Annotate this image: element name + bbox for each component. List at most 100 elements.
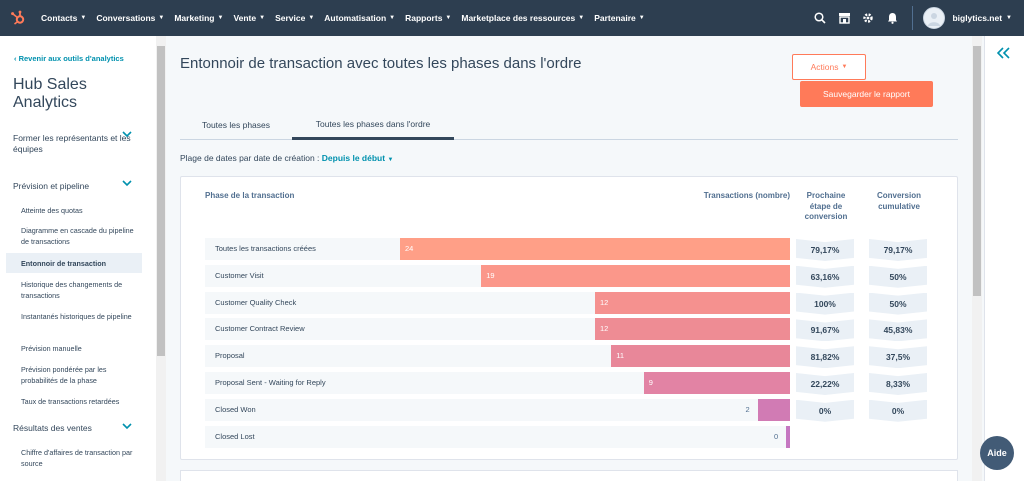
chevron-down-icon: ▼ bbox=[638, 15, 645, 21]
funnel-bar[interactable] bbox=[595, 291, 790, 314]
nav-item-0[interactable]: Contacts ▼ bbox=[36, 0, 91, 36]
caret-down-icon: ▼ bbox=[387, 157, 394, 163]
tab-all-stages[interactable]: Toutes les phases bbox=[201, 120, 271, 130]
sidebar-item[interactable]: Chiffre d'affaires de transaction par so… bbox=[21, 448, 133, 468]
sidebar: ‹ Revenir aux outils d'analytics Hub Sal… bbox=[0, 36, 166, 481]
funnel-bar-value: 9 bbox=[648, 378, 653, 387]
funnel-bar[interactable] bbox=[400, 238, 790, 260]
sidebar-item-active[interactable]: Entonnoir de transaction bbox=[21, 259, 107, 268]
active-item-highlight bbox=[6, 253, 142, 273]
tab-all-stages-in-order[interactable]: Toutes les phases dans l'ordre bbox=[292, 110, 454, 140]
funnel-stage-label: Proposal bbox=[215, 351, 245, 361]
funnel-bar[interactable] bbox=[611, 345, 790, 368]
search-icon[interactable] bbox=[808, 0, 832, 36]
chevron-down-icon: ▼ bbox=[158, 15, 165, 21]
sidebar-item[interactable]: Prévision manuelle bbox=[21, 344, 82, 353]
chevron-down-icon[interactable] bbox=[122, 179, 132, 190]
account-name: biglytics.net bbox=[952, 13, 1003, 23]
date-range-dropdown[interactable]: Depuis le début ▼ bbox=[322, 153, 394, 163]
next-conversion-rate: 91,67% bbox=[796, 319, 854, 342]
nav-item-label: Rapports bbox=[405, 13, 443, 23]
nav-item-5[interactable]: Automatisation ▼ bbox=[319, 0, 400, 36]
nav-divider bbox=[912, 6, 914, 30]
funnel-bar[interactable] bbox=[643, 372, 790, 394]
chevron-down-icon: ▼ bbox=[80, 15, 87, 21]
chevron-down-icon: ▼ bbox=[308, 15, 315, 21]
funnel-row: Customer Contract Review 12 bbox=[205, 318, 790, 341]
sidebar-item[interactable]: Prévision pondérée par les probabilités … bbox=[21, 365, 107, 385]
secondary-card bbox=[180, 470, 958, 481]
funnel-bar-value: 11 bbox=[616, 351, 625, 361]
nav-item-label: Partenaire bbox=[594, 13, 636, 23]
caret-down-icon: ▼ bbox=[841, 64, 848, 70]
next-conversion-rate: 63,16% bbox=[796, 265, 854, 288]
account-menu[interactable]: biglytics.net ▼ bbox=[952, 13, 1012, 23]
cumulative-conversion-rate: 50% bbox=[869, 292, 927, 315]
sidebar-group-results[interactable]: Résultats des ventes bbox=[13, 423, 133, 434]
funnel-row: Customer Visit 19 bbox=[205, 264, 790, 287]
help-button[interactable]: Aide bbox=[980, 436, 1014, 470]
report-tabs: Toutes les phases Toutes les phases dans… bbox=[180, 110, 958, 140]
nav-item-label: Automatisation bbox=[324, 13, 387, 23]
sidebar-scrollbar-thumb[interactable] bbox=[157, 46, 165, 356]
sidebar-item[interactable]: Instantanés historiques de pipeline bbox=[21, 312, 132, 321]
funnel-bar-value: 2 bbox=[745, 404, 750, 414]
funnel-chart-card: Phase de la transaction Transactions (no… bbox=[180, 176, 958, 460]
back-link-label: Revenir aux outils d'analytics bbox=[18, 54, 124, 63]
notifications-icon[interactable] bbox=[880, 0, 904, 36]
funnel-stage-label: Customer Quality Check bbox=[215, 297, 297, 307]
funnel-bar-value: 19 bbox=[486, 270, 495, 280]
funnel-stage-label: Toutes les transactions créées bbox=[215, 244, 316, 253]
nav-item-4[interactable]: Service ▼ bbox=[270, 0, 319, 36]
sidebar-item[interactable]: Taux de transactions retardées bbox=[21, 397, 120, 406]
next-conversion-rate: 81,82% bbox=[796, 346, 854, 369]
sidebar-group-forecast[interactable]: Prévision et pipeline bbox=[13, 181, 133, 192]
sidebar-title: Hub Sales Analytics bbox=[13, 76, 87, 111]
marketplace-icon[interactable] bbox=[832, 0, 856, 36]
date-range-label: Plage de dates par date de création : bbox=[180, 153, 320, 163]
main-scrollbar-thumb[interactable] bbox=[973, 46, 981, 296]
funnel-bar[interactable] bbox=[595, 318, 790, 341]
nav-item-8[interactable]: Partenaire ▼ bbox=[589, 0, 650, 36]
funnel-bar[interactable] bbox=[757, 398, 790, 421]
main-scrollbar[interactable] bbox=[972, 36, 982, 481]
sidebar-group-label: Prévision et pipeline bbox=[13, 181, 90, 191]
page-title: Entonnoir de transaction avec toutes les… bbox=[180, 55, 582, 72]
column-header-cumulative: Conversion cumulative bbox=[876, 191, 921, 211]
next-conversion-rate: 22,22% bbox=[796, 373, 854, 395]
funnel-bar[interactable] bbox=[786, 425, 790, 448]
funnel-stage-label: Customer Visit bbox=[215, 270, 264, 280]
nav-item-2[interactable]: Marketing ▼ bbox=[169, 0, 228, 36]
sidebar-group-training[interactable]: Former les représentants et les équipes bbox=[13, 133, 133, 154]
next-conversion-rate: 79,17% bbox=[796, 239, 854, 261]
actions-button-label: Actions bbox=[810, 62, 839, 72]
save-report-button[interactable]: Sauvegarder le rapport bbox=[800, 81, 933, 107]
sidebar-scrollbar[interactable] bbox=[156, 36, 166, 481]
back-to-analytics-link[interactable]: ‹ Revenir aux outils d'analytics bbox=[14, 54, 124, 63]
date-range-value: Depuis le début bbox=[321, 153, 386, 163]
sidebar-item[interactable]: Historique des changements de transactio… bbox=[21, 280, 123, 300]
hubspot-logo-icon[interactable] bbox=[0, 0, 36, 36]
nav-item-7[interactable]: Marketplace des ressources ▼ bbox=[456, 0, 589, 36]
funnel-bar-value: 0 bbox=[774, 431, 779, 441]
avatar[interactable] bbox=[923, 7, 946, 29]
funnel-bar[interactable] bbox=[481, 264, 790, 287]
collapse-panel-icon[interactable] bbox=[996, 46, 1011, 64]
chevron-down-icon[interactable] bbox=[122, 422, 132, 433]
funnel-stage-label: Closed Lost bbox=[215, 431, 255, 441]
chevron-down-icon: ▼ bbox=[259, 15, 266, 21]
sidebar-item[interactable]: Diagramme en cascade du pipeline de tran… bbox=[21, 226, 134, 246]
nav-item-1[interactable]: Conversations ▼ bbox=[91, 0, 169, 36]
actions-button[interactable]: Actions ▼ bbox=[792, 54, 866, 80]
nav-item-3[interactable]: Vente ▼ bbox=[228, 0, 270, 36]
top-navigation: Contacts ▼ Conversations ▼ Marketing ▼ Vente ▼ S… bbox=[0, 0, 1024, 36]
nav-item-6[interactable]: Rapports ▼ bbox=[400, 0, 456, 36]
chevron-down-icon: ▼ bbox=[445, 15, 452, 21]
sidebar-item[interactable]: Atteinte des quotas bbox=[21, 206, 83, 215]
sidebar-group-label: Résultats des ventes bbox=[13, 423, 92, 433]
cumulative-conversion-rate: 79,17% bbox=[869, 239, 927, 261]
chevron-down-icon[interactable] bbox=[122, 130, 132, 141]
funnel-bar-value: 12 bbox=[600, 297, 609, 307]
chevron-down-icon: ▼ bbox=[1006, 15, 1012, 21]
settings-icon[interactable] bbox=[856, 0, 880, 36]
